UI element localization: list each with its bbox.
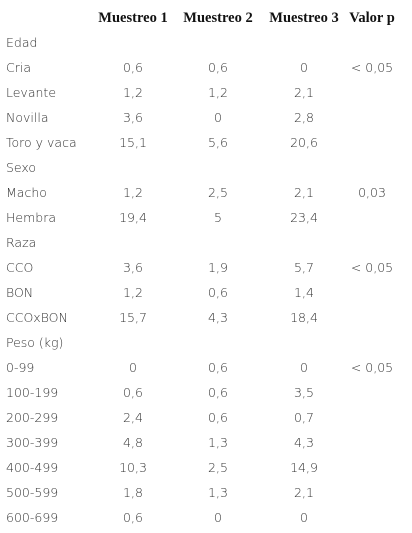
cell-value: 3,6 <box>123 110 143 125</box>
cell-value: 15,7 <box>119 310 147 325</box>
row-label: BON <box>6 285 34 300</box>
cell-value: 2,1 <box>294 85 314 100</box>
cell-value: 10,3 <box>119 460 147 475</box>
cell-value: 14,9 <box>290 460 318 475</box>
cell-value: 0,6 <box>208 60 228 75</box>
cell-value: 1,3 <box>208 435 228 450</box>
row-label: 600-699 <box>6 510 59 525</box>
cell-value: 0,6 <box>208 410 228 425</box>
cell-value: 1,2 <box>123 185 143 200</box>
cell-value: 2,1 <box>294 185 314 200</box>
column-header: Muestreo 2 <box>183 10 253 26</box>
cell-value: 0,6 <box>123 60 143 75</box>
section-label: Raza <box>6 235 37 250</box>
row-label: 200-299 <box>6 410 59 425</box>
cell-value: 4,8 <box>123 435 143 450</box>
row-label: Macho <box>6 185 47 200</box>
row-label: Cria <box>6 60 31 75</box>
cell-value: 0 <box>300 60 308 75</box>
section-label: Edad <box>6 35 38 50</box>
cell-value: 0,6 <box>123 385 143 400</box>
cell-value: 4,3 <box>208 310 228 325</box>
cell-value: 18,4 <box>290 310 318 325</box>
cell-value: 0,6 <box>208 385 228 400</box>
column-header: Valor p <box>349 10 395 26</box>
cell-value: 1,3 <box>208 485 228 500</box>
column-header: Muestreo 3 <box>269 10 339 26</box>
cell-value: 1,2 <box>123 285 143 300</box>
cell-value: 0 <box>129 360 137 375</box>
cell-value: 4,3 <box>294 435 314 450</box>
row-label: 300-399 <box>6 435 59 450</box>
cell-value: 20,6 <box>290 135 318 150</box>
cell-value: 0,6 <box>123 510 143 525</box>
cell-value: 0,6 <box>208 285 228 300</box>
cell-value: 2,1 <box>294 485 314 500</box>
cell-value: 0,03 <box>358 185 386 200</box>
row-label: 100-199 <box>6 385 59 400</box>
cell-value: 2,4 <box>123 410 143 425</box>
cell-value: 0 <box>300 510 308 525</box>
cell-value: 0,6 <box>208 360 228 375</box>
cell-value: 3,6 <box>123 260 143 275</box>
cell-value: < 0,05 <box>350 260 394 275</box>
cell-value: 2,5 <box>208 460 228 475</box>
row-label: 400-499 <box>6 460 59 475</box>
cell-value: 1,9 <box>208 260 228 275</box>
cell-value: 5,7 <box>294 260 314 275</box>
row-label: Hembra <box>6 210 56 225</box>
cell-value: 1,2 <box>123 85 143 100</box>
cell-value: 23,4 <box>290 210 318 225</box>
row-label: CCO <box>6 260 34 275</box>
section-label: Sexo <box>6 160 37 175</box>
cell-value: 0 <box>300 360 308 375</box>
row-label: 500-599 <box>6 485 59 500</box>
cell-value: 15,1 <box>119 135 147 150</box>
row-label: Novilla <box>6 110 49 125</box>
cell-value: 3,5 <box>294 385 314 400</box>
cell-value: < 0,05 <box>350 360 394 375</box>
row-label: Levante <box>6 85 57 100</box>
cell-value: 2,8 <box>294 110 314 125</box>
cell-value: 1,8 <box>123 485 143 500</box>
cell-value: 2,5 <box>208 185 228 200</box>
row-label: 0-99 <box>6 360 35 375</box>
cell-value: 1,4 <box>294 285 314 300</box>
cell-value: 0 <box>214 510 222 525</box>
cell-value: 5,6 <box>208 135 228 150</box>
cell-value: 0 <box>214 110 222 125</box>
row-label: CCOxBON <box>6 310 68 325</box>
cell-value: 1,2 <box>208 85 228 100</box>
cell-value: 0,7 <box>294 410 314 425</box>
cell-value: 5 <box>214 210 222 225</box>
column-header: Muestreo 1 <box>98 10 168 26</box>
section-label: Peso (kg) <box>6 335 64 350</box>
cell-value: 19,4 <box>119 210 147 225</box>
row-label: Toro y vaca <box>6 135 77 150</box>
cell-value: < 0,05 <box>350 60 394 75</box>
